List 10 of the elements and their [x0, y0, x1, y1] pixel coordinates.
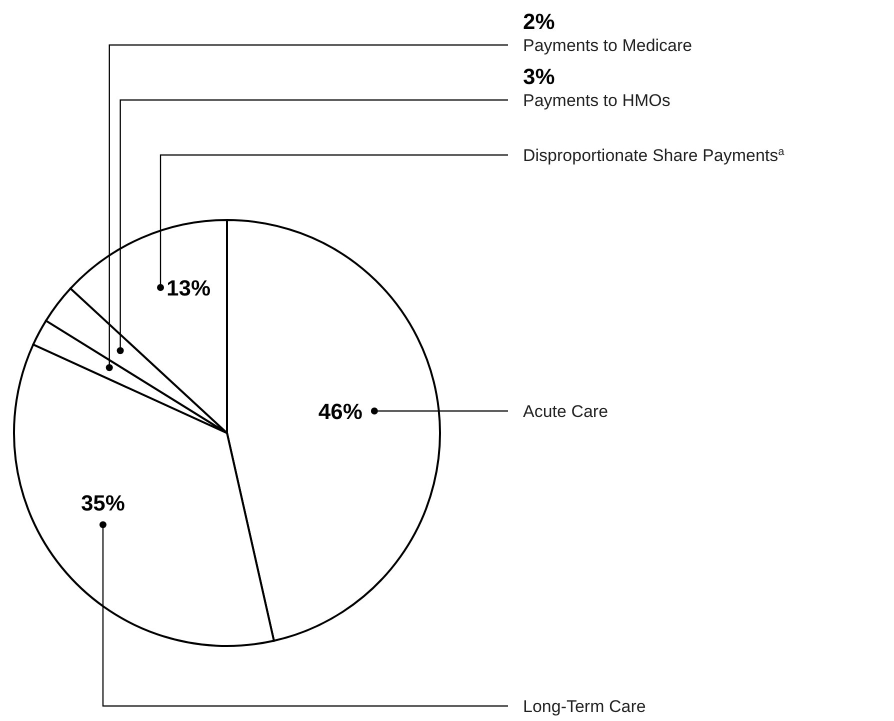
data-label: 2%	[523, 9, 555, 34]
slice-label: Payments to HMOs	[523, 91, 670, 110]
slice-label: Acute Care	[523, 402, 608, 421]
slice-label: Long-Term Care	[523, 697, 646, 716]
slice-label: Disproportionate Share Payments$^{a}$	[523, 146, 786, 165]
data-label: 3%	[523, 64, 555, 89]
data-label: 13%	[166, 276, 211, 301]
data-label: 35%	[80, 490, 125, 516]
data-label: 46%	[318, 399, 362, 424]
slice-label: Payments to Medicare	[523, 36, 692, 55]
